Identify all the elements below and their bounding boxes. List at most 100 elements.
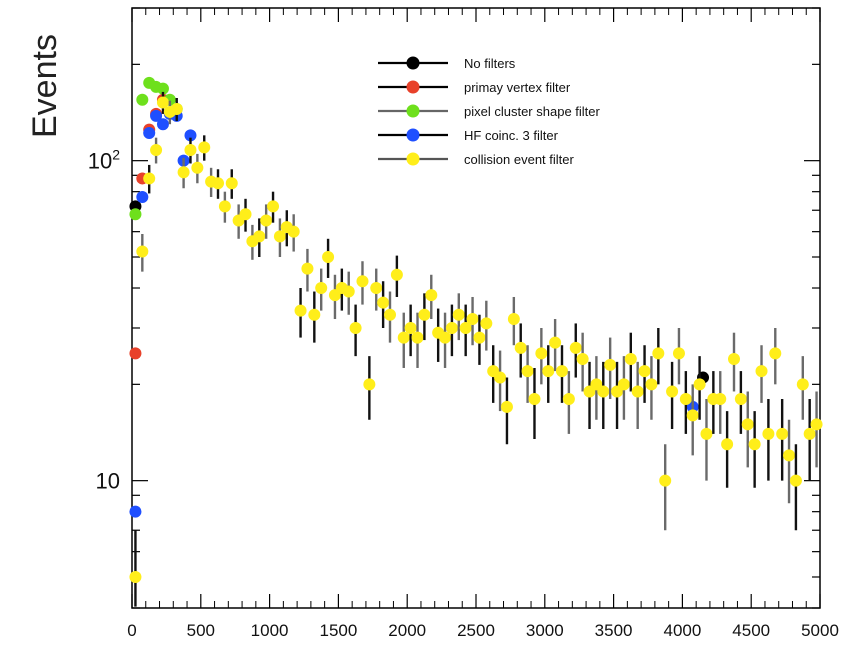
x-tick-label: 4500 [732,621,770,640]
data-point [198,141,211,154]
data-point [384,308,396,321]
data-point [156,96,169,109]
data-point [714,392,727,405]
x-tick-label: 2000 [388,621,426,640]
data-point [129,208,142,221]
data-point [177,166,190,179]
legend-marker [406,104,420,118]
legend-marker [406,56,420,70]
data-point [500,400,513,413]
data-point [287,225,300,238]
data-point [225,177,238,190]
legend-label: pixel cluster shape filter [464,104,601,119]
data-point [521,365,534,378]
data-point [156,82,169,95]
data-point [170,103,183,116]
data-point [624,352,637,365]
x-tick-label: 2500 [457,621,495,640]
data-point [129,570,142,583]
data-point [356,275,369,288]
legend-label: HF coinc. 3 filter [464,128,559,143]
data-point [129,347,142,360]
series-group [129,107,699,518]
x-tick-label: 500 [187,621,215,640]
data-point [253,230,266,243]
data-point [260,214,273,227]
data-point [129,505,142,518]
data-point [390,268,403,281]
data-point [734,392,747,405]
data-point [267,200,280,213]
data-point [796,378,809,391]
legend-marker [406,128,420,142]
data-point [549,336,562,349]
data-point [638,365,651,378]
data-point [569,341,582,354]
data-point [404,321,417,334]
data-point [803,427,816,440]
data-point [535,347,548,360]
y-tick-label: 102 [88,147,120,174]
legend-label: primay vertex filter [464,80,571,95]
data-point [659,474,672,487]
data-point [679,392,692,405]
x-tick-label: 1500 [319,621,357,640]
data-point [604,358,617,371]
data-point [136,190,149,203]
data-point [556,365,568,378]
data-point [741,418,754,431]
legend-marker [406,80,420,94]
data-point [528,392,541,405]
data-point [514,341,527,354]
data-point [645,378,658,391]
data-point [728,352,740,365]
data-point [666,385,679,398]
data-point [308,308,321,321]
data-point [294,304,307,317]
data-point [452,308,465,321]
data-point [273,230,286,243]
data-point [439,331,452,344]
data-point [686,409,699,422]
data-point [301,262,314,275]
data-point [617,378,630,391]
data-point [769,347,782,360]
legend-label: collision event filter [464,152,574,167]
y-axis-title: Events [26,34,64,138]
legend: No filters primay vertex filter pixel clus… [378,56,601,167]
data-point [507,313,520,326]
data-point [418,308,431,321]
data-point [631,385,644,398]
data-point [480,317,493,330]
y-tick-label: 10 [96,469,120,494]
data-point [377,296,390,309]
data-point [239,208,252,221]
data-point [315,282,328,295]
data-point [672,347,685,360]
axis-ticks: 0 500 1000 1500 2000 2500 3000 3500 4000 4500 5000… [88,7,839,640]
x-tick-label: 5000 [801,621,839,640]
legend-marker [406,152,420,166]
data-point [218,200,231,213]
data-marks [129,76,823,607]
data-point [191,161,204,174]
data-point [783,449,796,462]
data-point [363,378,376,391]
data-point [212,177,224,190]
data-point [184,129,197,142]
x-tick-label: 3500 [595,621,633,640]
data-point [150,109,163,122]
data-point [143,172,156,185]
data-point [370,282,383,295]
data-point [810,418,823,431]
data-point [459,321,472,334]
data-point [776,427,789,440]
x-tick-label: 4000 [663,621,701,640]
data-point [473,331,486,344]
data-point [397,331,410,344]
data-point [721,438,734,451]
data-point [789,474,802,487]
data-point [349,321,362,334]
data-point [445,321,458,334]
